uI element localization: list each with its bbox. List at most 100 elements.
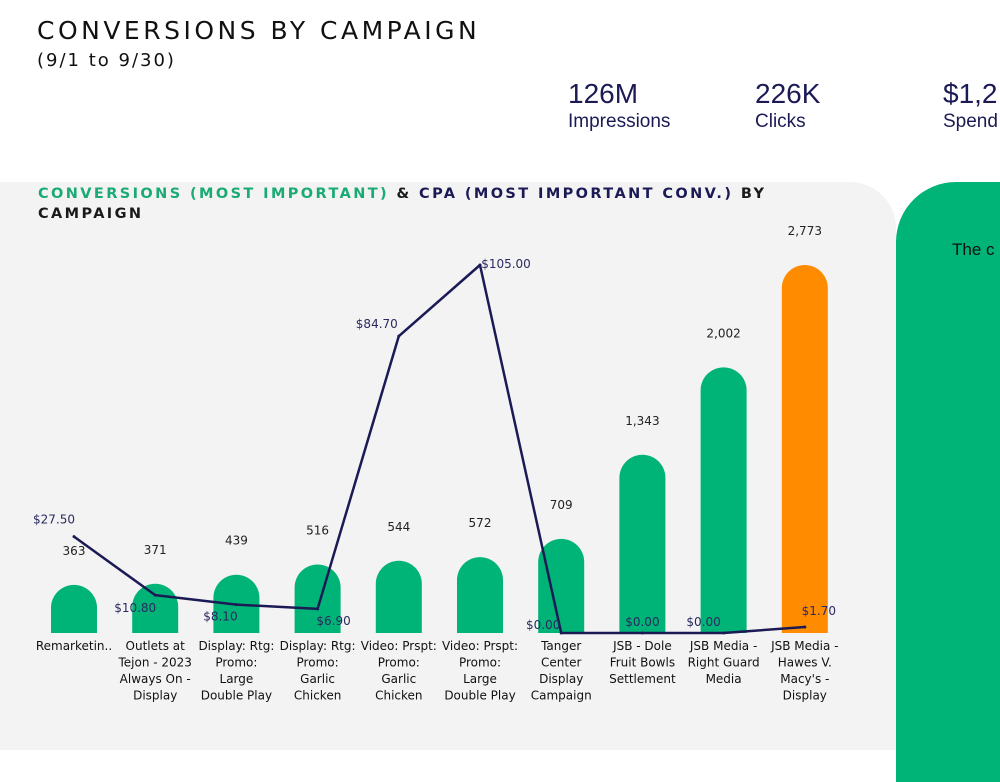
cpa-point-2 [234,603,238,607]
category-label-7-line-2: Settlement [609,672,676,686]
category-label-5-line-3: Double Play [444,689,515,703]
cpa-point-4 [397,334,401,338]
kpi-clicks: 226K Clicks [755,78,820,134]
side-card-text: The c [952,240,995,259]
category-label-5-line-1: Promo: [459,656,501,670]
category-label-3-line-2: Garlic [300,672,335,686]
cpa-point-1 [153,593,157,597]
category-label-7-line-0: JSB - Dole [612,639,672,653]
kpi-clicks-value: 226K [755,78,821,109]
kpi-spend-value: $1,2 [943,78,998,109]
category-label-4-line-3: Chicken [375,689,422,703]
kpi-impressions-value: 126M [568,78,639,109]
chart-title-part-3: CPA (MOST IMPORTANT CONV.) [419,186,734,202]
bar-7 [619,454,666,633]
bar-8 [700,367,747,633]
cpa-value-label-2: $8.10 [203,610,237,624]
bar-value-label-7: 1,343 [625,414,659,428]
category-label-9-line-1: Hawes V. [778,656,832,670]
bar-value-label-4: 544 [387,520,410,534]
kpi-spend: $1,2 Spend [943,78,998,134]
cpa-point-5 [478,263,482,267]
bar-value-label-9: 2,773 [788,224,822,238]
category-label-3-line-1: Promo: [297,656,339,670]
category-label-9-line-0: JSB Media - [770,639,838,653]
category-label-3: Display: Rtg: Promo: Garlic Chicken [280,639,356,703]
chart-title-part-2: & [389,186,420,202]
category-label-2: Display: Rtg: Promo: Large Double Play [198,639,274,703]
bar-value-label-0: 363 [63,544,86,558]
bar-value-label-8: 2,002 [706,326,740,340]
category-label-6-line-1: Center [541,656,581,670]
category-label-6-line-3: Campaign [531,689,592,703]
category-label-4: Video: Prspt: Promo: Garlic Chicken [361,639,437,703]
category-label-4-line-1: Promo: [378,656,420,670]
bar-value-label-6: 709 [550,498,573,512]
category-label-7: JSB - Dole Fruit Bowls Settlement [609,639,676,686]
category-label-5: Video: Prspt: Promo: Large Double Play [442,639,518,703]
category-label-4-line-2: Garlic [381,672,416,686]
cpa-line [73,263,805,635]
bar-3 [294,564,341,633]
category-label-6-line-2: Display [539,672,583,686]
category-label-1-line-3: Display [133,689,177,703]
bar-0 [51,584,97,633]
kpi-impressions-label: Impressions [568,111,671,132]
cpa-value-label-6: $0.00 [526,618,560,632]
cpa-point-3 [316,607,320,611]
category-label-5-line-0: Video: Prspt: [442,639,518,653]
page-title: CONVERSIONS BY CAMPAIGN [37,16,481,45]
category-label-1-line-1: Tejon - 2023 [117,656,191,670]
category-label-8: JSB Media - Right Guard Media [688,639,760,686]
bar-value-label-2: 439 [225,534,248,548]
bar-value-label-1: 371 [144,543,167,557]
category-label-4-line-0: Video: Prspt: [361,639,437,653]
bar-9 [781,265,828,633]
bar-value-label-3: 516 [306,524,329,538]
bar-value-label-5: 572 [469,516,492,530]
category-label-3-line-0: Display: Rtg: [280,639,356,653]
cpa-value-label-4: $84.70 [356,317,398,331]
category-label-0-line-0: Remarketin.. [36,639,112,653]
category-label-2-line-1: Promo: [215,656,257,670]
category-label-0: Remarketin.. [36,639,112,653]
category-label-9-line-2: Macy's - [780,672,829,686]
category-label-2-line-2: Large [220,672,254,686]
category-label-2-line-0: Display: Rtg: [198,639,274,653]
cpa-point-8 [722,631,726,635]
category-label-8-line-2: Media [706,672,742,686]
cpa-value-label-3: $6.90 [316,614,350,628]
chart-title-part-4: BY CAMPAIGN [38,186,767,222]
chart-title-part-1: CONVERSIONS (MOST IMPORTANT) [38,186,390,202]
category-label-2-line-3: Double Play [201,689,272,703]
cpa-point-7 [640,631,644,635]
category-label-6: Tanger Center Display Campaign [531,639,592,703]
conversions-cpa-chart: 363 371 439 516 544 572 709 1,343 2,002 2,773 $27.… [33,224,838,703]
category-label-9: JSB Media - Hawes V. Macy's - Display [770,639,838,703]
kpi-impressions: 126M Impressions [568,78,670,134]
category-label-8-line-1: Right Guard [688,656,760,670]
cpa-point-6 [559,631,563,635]
category-label-1: Outlets at Tejon - 2023 Always On - Display [117,639,191,703]
chart-panel [0,182,896,750]
category-label-5-line-2: Large [463,672,497,686]
bar-5 [457,557,503,633]
cpa-point-9 [803,625,807,629]
cpa-value-label-1: $10.80 [114,601,156,615]
category-label-9-line-3: Display [783,689,827,703]
kpi-clicks-label: Clicks [755,111,806,132]
category-label-7-line-1: Fruit Bowls [610,656,675,670]
date-range: (9/1 to 9/30) [37,50,176,71]
category-label-6-line-0: Tanger [540,639,581,653]
category-label-1-line-2: Always On - [120,672,191,686]
cpa-value-label-8: $0.00 [686,615,720,629]
cpa-value-label-0: $27.50 [33,513,75,527]
category-label-8-line-0: JSB Media - [689,639,757,653]
chart-title: CONVERSIONS (MOST IMPORTANT) & CPA (MOST… [38,184,878,224]
bar-4 [375,560,422,633]
side-card [896,182,1000,782]
cpa-value-label-9: $1.70 [802,604,836,618]
category-label-3-line-3: Chicken [294,689,341,703]
category-label-1-line-0: Outlets at [126,639,186,653]
cpa-value-label-5: $105.00 [481,257,531,271]
